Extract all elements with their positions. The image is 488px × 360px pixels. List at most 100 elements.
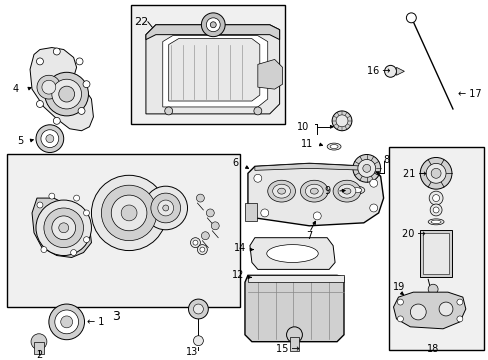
Ellipse shape xyxy=(277,188,285,194)
Polygon shape xyxy=(393,292,465,329)
Circle shape xyxy=(428,191,442,205)
Ellipse shape xyxy=(329,145,337,149)
Circle shape xyxy=(397,316,403,322)
Text: 16 →: 16 → xyxy=(366,66,389,76)
Circle shape xyxy=(41,247,47,253)
Text: 7: 7 xyxy=(305,231,312,241)
Circle shape xyxy=(164,107,172,115)
Ellipse shape xyxy=(326,143,340,150)
Circle shape xyxy=(456,299,462,305)
Polygon shape xyxy=(163,36,267,107)
Circle shape xyxy=(36,200,91,256)
Polygon shape xyxy=(257,59,282,89)
Ellipse shape xyxy=(266,245,318,262)
Circle shape xyxy=(42,80,56,94)
Circle shape xyxy=(357,159,375,177)
Bar xyxy=(419,230,451,277)
Circle shape xyxy=(121,205,137,221)
Text: 21 →: 21 → xyxy=(403,169,426,179)
Circle shape xyxy=(55,310,79,334)
Ellipse shape xyxy=(348,186,364,194)
Ellipse shape xyxy=(305,184,323,198)
Text: 18: 18 xyxy=(426,343,438,354)
Text: 3: 3 xyxy=(112,310,120,323)
Circle shape xyxy=(163,205,168,211)
Circle shape xyxy=(409,304,426,320)
Circle shape xyxy=(37,100,43,107)
Polygon shape xyxy=(145,25,279,40)
Circle shape xyxy=(211,222,219,230)
Circle shape xyxy=(260,209,268,217)
Circle shape xyxy=(253,107,261,115)
Text: 4: 4 xyxy=(12,84,19,94)
Text: 14: 14 xyxy=(234,243,246,253)
Circle shape xyxy=(101,185,157,241)
Circle shape xyxy=(193,304,203,314)
Bar xyxy=(131,5,284,124)
Circle shape xyxy=(430,168,440,178)
Polygon shape xyxy=(244,275,343,342)
Circle shape xyxy=(313,212,321,220)
Circle shape xyxy=(253,174,261,182)
Circle shape xyxy=(193,240,198,245)
Circle shape xyxy=(49,193,55,199)
Circle shape xyxy=(46,135,54,143)
Circle shape xyxy=(52,216,76,240)
Circle shape xyxy=(83,210,89,216)
Ellipse shape xyxy=(310,188,318,194)
Circle shape xyxy=(286,327,302,343)
Polygon shape xyxy=(247,275,343,282)
Circle shape xyxy=(397,299,403,305)
Circle shape xyxy=(419,157,451,189)
Text: ← 1: ← 1 xyxy=(87,317,104,327)
Text: 11: 11 xyxy=(301,139,313,149)
Circle shape xyxy=(200,247,204,252)
Text: 19: 19 xyxy=(392,282,404,292)
Circle shape xyxy=(201,13,224,37)
Circle shape xyxy=(331,111,351,131)
Bar xyxy=(34,342,44,354)
Circle shape xyxy=(427,284,437,294)
Circle shape xyxy=(37,58,43,65)
Circle shape xyxy=(111,195,146,231)
Circle shape xyxy=(456,316,462,322)
Polygon shape xyxy=(247,163,383,226)
Ellipse shape xyxy=(267,180,295,202)
Text: 10: 10 xyxy=(297,122,309,132)
Circle shape xyxy=(206,18,220,32)
Circle shape xyxy=(426,163,445,183)
Circle shape xyxy=(76,58,83,65)
Ellipse shape xyxy=(300,180,327,202)
Circle shape xyxy=(188,299,208,319)
Circle shape xyxy=(369,179,377,187)
Circle shape xyxy=(74,195,80,201)
Text: 13: 13 xyxy=(186,347,198,357)
Circle shape xyxy=(45,72,88,116)
Circle shape xyxy=(362,165,370,172)
Circle shape xyxy=(59,223,68,233)
Circle shape xyxy=(83,237,89,243)
Polygon shape xyxy=(30,48,93,131)
Polygon shape xyxy=(249,238,334,269)
Bar xyxy=(422,233,448,274)
Circle shape xyxy=(190,238,200,248)
Circle shape xyxy=(31,334,47,350)
Polygon shape xyxy=(396,67,404,75)
Bar xyxy=(289,337,299,351)
Circle shape xyxy=(210,22,216,28)
Ellipse shape xyxy=(332,180,360,202)
Text: 15 →: 15 → xyxy=(275,343,299,354)
Circle shape xyxy=(37,75,61,99)
Polygon shape xyxy=(32,198,91,257)
Circle shape xyxy=(369,204,377,212)
Circle shape xyxy=(61,316,73,328)
Bar xyxy=(244,203,256,221)
Text: 9: 9 xyxy=(324,186,329,196)
Circle shape xyxy=(49,304,84,340)
Text: 12: 12 xyxy=(232,270,244,280)
Ellipse shape xyxy=(351,188,361,193)
Polygon shape xyxy=(168,39,259,101)
Text: 20 →: 20 → xyxy=(402,229,425,239)
Circle shape xyxy=(59,86,75,102)
Circle shape xyxy=(429,204,441,216)
